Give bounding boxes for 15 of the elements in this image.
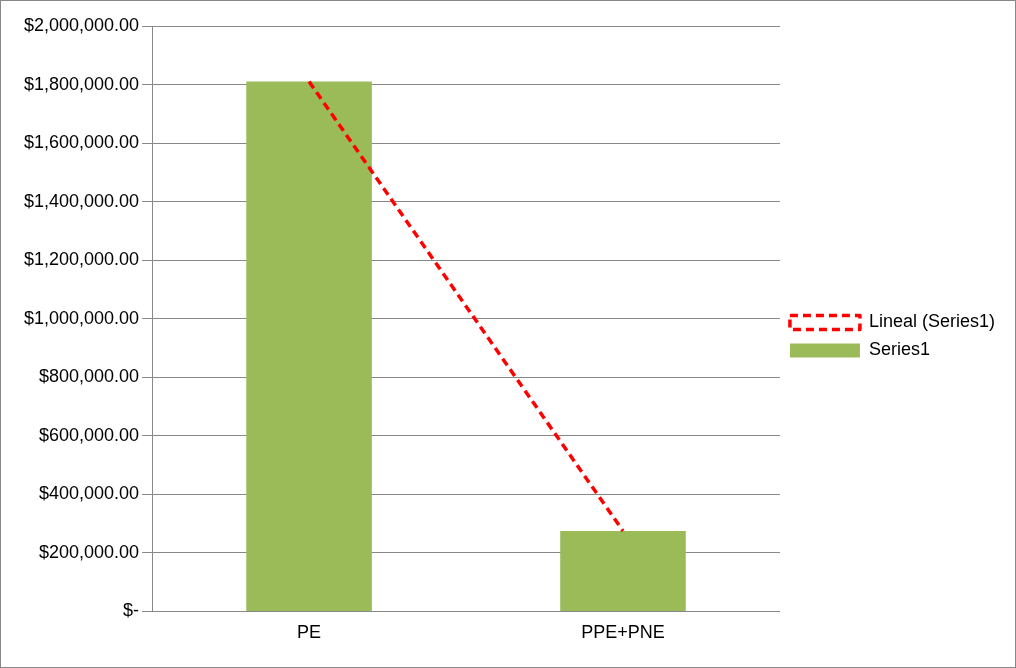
y-tick-label: $600,000.00 bbox=[39, 424, 140, 445]
y-tick-label: $800,000.00 bbox=[39, 366, 140, 387]
legend-label: Series1 bbox=[868, 339, 930, 360]
y-tick-label: $2,000,000.00 bbox=[23, 14, 140, 35]
legend-label: Lineal (Series1) bbox=[868, 311, 995, 332]
y-tick-label: $1,400,000.00 bbox=[23, 190, 140, 211]
y-tick-label: $1,600,000.00 bbox=[23, 132, 140, 153]
y-tick-label: $200,000.00 bbox=[39, 541, 140, 562]
y-tick-label: $- bbox=[123, 600, 140, 621]
x-tick-label: PPE+PNE bbox=[581, 622, 665, 643]
y-tick-label: $1,000,000.00 bbox=[23, 307, 140, 328]
y-tick-label: $1,800,000.00 bbox=[23, 73, 140, 94]
y-tick-label: $400,000.00 bbox=[39, 483, 140, 504]
y-tick-label: $1,200,000.00 bbox=[23, 249, 140, 270]
x-tick-label: PE bbox=[297, 622, 322, 643]
